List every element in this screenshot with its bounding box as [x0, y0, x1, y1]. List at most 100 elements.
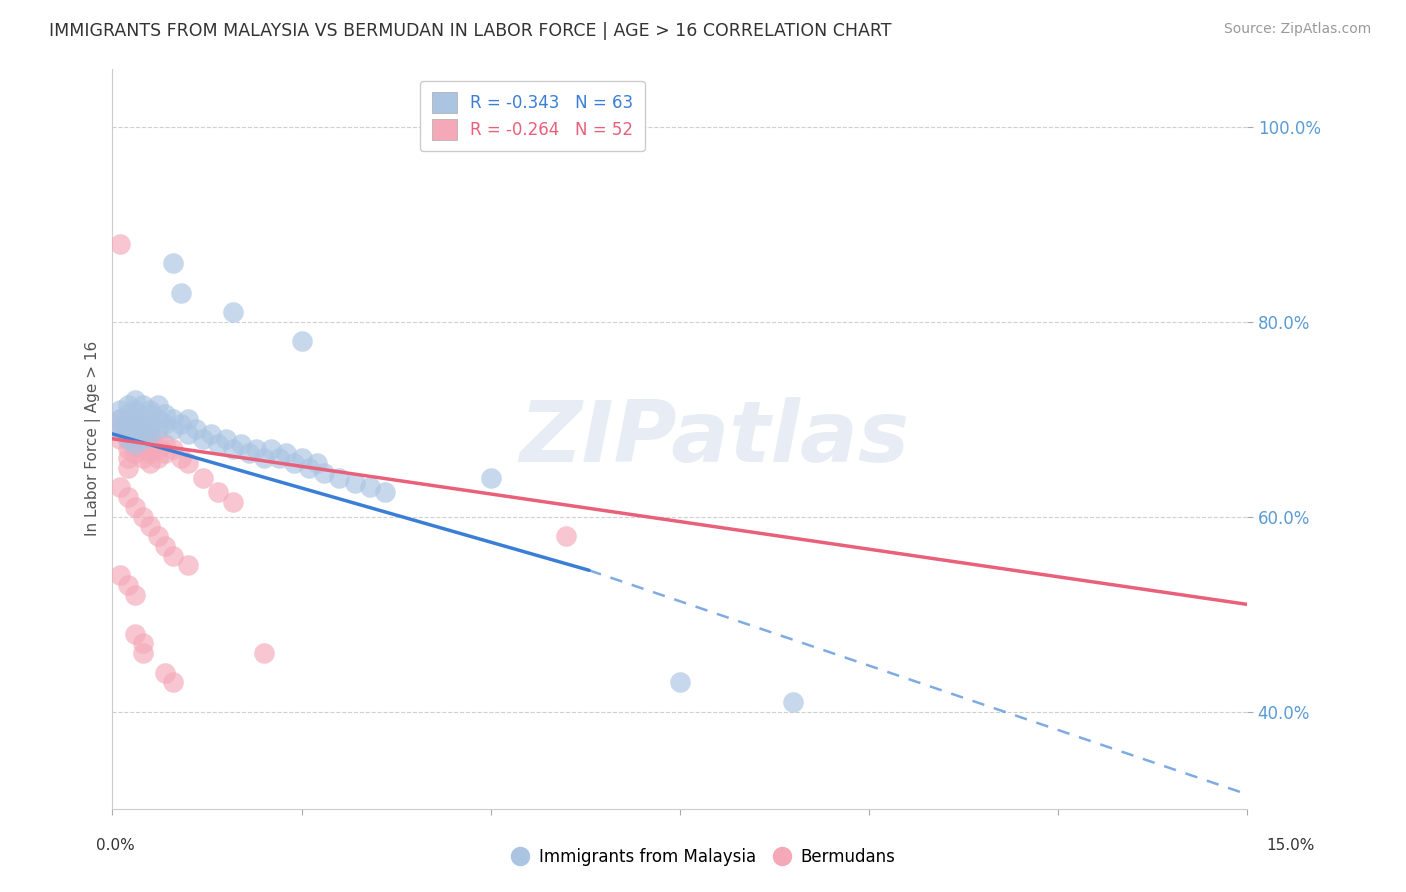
Point	[155, 446, 177, 460]
Text: Source: ZipAtlas.com: Source: ZipAtlas.com	[1223, 22, 1371, 37]
Legend: R = -0.343   N = 63, R = -0.264   N = 52: R = -0.343 N = 63, R = -0.264 N = 52	[420, 80, 645, 152]
Point	[177, 456, 200, 470]
Point	[117, 417, 139, 432]
Point	[146, 432, 169, 446]
Point	[139, 446, 162, 460]
Point	[253, 451, 276, 466]
Point	[155, 436, 177, 450]
Point	[276, 446, 298, 460]
Point	[207, 436, 229, 450]
Point	[108, 417, 131, 432]
Point	[162, 549, 184, 563]
Point	[283, 456, 305, 470]
Text: ZIPatlas: ZIPatlas	[519, 397, 910, 480]
Point	[131, 442, 153, 456]
Point	[479, 471, 502, 485]
Point	[139, 402, 162, 417]
Point	[108, 402, 131, 417]
Point	[155, 417, 177, 432]
Point	[162, 442, 184, 456]
Point	[124, 436, 146, 450]
Point	[305, 456, 328, 470]
Point	[215, 432, 238, 446]
Point	[124, 417, 146, 432]
Point	[139, 519, 162, 533]
Point	[108, 568, 131, 582]
Point	[131, 451, 153, 466]
Point	[124, 426, 146, 441]
Point	[177, 426, 200, 441]
Point	[139, 426, 162, 441]
Point	[131, 432, 153, 446]
Point	[314, 466, 336, 480]
Point	[124, 412, 146, 426]
Point	[139, 426, 162, 441]
Point	[155, 539, 177, 553]
Point	[131, 432, 153, 446]
Point	[124, 436, 146, 450]
Point	[169, 417, 191, 432]
Point	[117, 578, 139, 592]
Point	[124, 417, 146, 432]
Point	[146, 451, 169, 466]
Point	[260, 442, 283, 456]
Point	[124, 392, 146, 407]
Point	[238, 446, 260, 460]
Point	[290, 451, 312, 466]
Point	[117, 412, 139, 426]
Point	[131, 412, 153, 426]
Point	[290, 334, 312, 349]
Point	[108, 432, 131, 446]
Point	[117, 412, 139, 426]
Point	[117, 451, 139, 466]
Point	[193, 471, 215, 485]
Point	[124, 426, 146, 441]
Point	[267, 451, 290, 466]
Point	[117, 442, 139, 456]
Point	[374, 485, 396, 500]
Point	[124, 446, 146, 460]
Point	[222, 495, 245, 509]
Point	[117, 490, 139, 504]
Point	[117, 432, 139, 446]
Point	[200, 426, 222, 441]
Point	[117, 422, 139, 436]
Point	[207, 485, 229, 500]
Point	[131, 422, 153, 436]
Point	[253, 646, 276, 660]
Point	[117, 408, 139, 422]
Point	[162, 675, 184, 690]
Point	[177, 558, 200, 573]
Point	[162, 256, 184, 270]
Point	[108, 412, 131, 426]
Point	[328, 471, 350, 485]
Point	[162, 412, 184, 426]
Point	[139, 408, 162, 422]
Point	[555, 529, 578, 543]
Point	[169, 285, 191, 300]
Point	[359, 481, 381, 495]
Point	[124, 402, 146, 417]
Point	[169, 451, 191, 466]
Point	[131, 398, 153, 412]
Text: 15.0%: 15.0%	[1267, 838, 1315, 854]
Point	[298, 461, 321, 475]
Point	[146, 398, 169, 412]
Point	[146, 442, 169, 456]
Point	[124, 626, 146, 640]
Point	[782, 695, 804, 709]
Point	[131, 636, 153, 650]
Point	[229, 436, 252, 450]
Y-axis label: In Labor Force | Age > 16: In Labor Force | Age > 16	[86, 341, 101, 536]
Point	[131, 509, 153, 524]
Point	[162, 422, 184, 436]
Point	[193, 432, 215, 446]
Point	[108, 422, 131, 436]
Point	[124, 588, 146, 602]
Point	[146, 529, 169, 543]
Point	[117, 432, 139, 446]
Point	[155, 665, 177, 680]
Text: 0.0%: 0.0%	[96, 838, 135, 854]
Point	[222, 305, 245, 319]
Point	[177, 412, 200, 426]
